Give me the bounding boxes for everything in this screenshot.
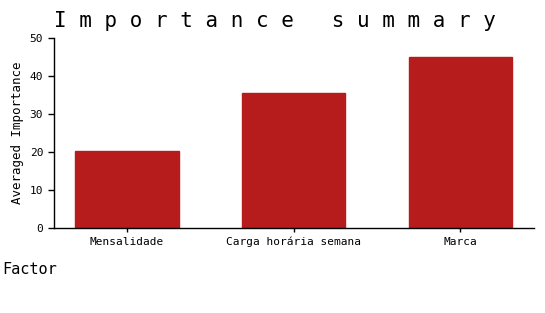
- Bar: [409, 57, 512, 228]
- Bar: [242, 93, 346, 228]
- Bar: [75, 151, 179, 228]
- Y-axis label: Averaged Importance: Averaged Importance: [11, 62, 24, 204]
- X-axis label: Factor: Factor: [2, 262, 57, 277]
- Text: I m p o r t a n c e   s u m m a r y: I m p o r t a n c e s u m m a r y: [53, 11, 495, 31]
